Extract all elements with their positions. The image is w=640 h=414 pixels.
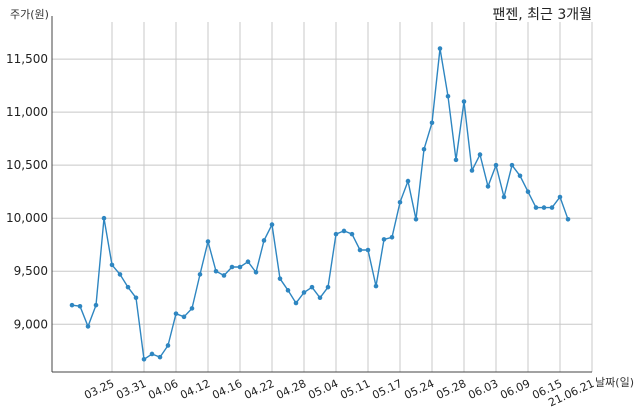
data-point [461, 99, 467, 104]
x-tick-label: 05.11 [338, 377, 372, 402]
y-tick-label: 11,500 [6, 52, 48, 66]
data-point [413, 216, 419, 222]
data-point [125, 284, 131, 290]
x-tick-label: 06.03 [466, 377, 500, 402]
x-tick-label: 05.28 [434, 377, 468, 402]
data-point [133, 295, 139, 301]
data-point [141, 356, 147, 362]
data-point [541, 205, 547, 210]
x-tick-label: 04.28 [274, 377, 308, 402]
x-tick-label: 04.16 [210, 377, 244, 402]
data-point [421, 146, 427, 152]
y-axis-label: 주가(원) [10, 8, 49, 21]
data-point [397, 200, 403, 205]
series-points [69, 46, 571, 362]
data-point [381, 237, 387, 242]
data-point [253, 270, 259, 275]
data-point [469, 168, 475, 173]
data-point [309, 284, 315, 290]
x-tick-label: 05.17 [370, 377, 404, 402]
data-point [501, 194, 507, 200]
data-point [301, 290, 307, 295]
data-point [229, 264, 235, 270]
data-point [437, 46, 443, 51]
data-point [533, 205, 539, 210]
data-point [221, 273, 227, 278]
data-point [485, 184, 491, 189]
data-point [173, 311, 179, 316]
data-point [261, 238, 267, 243]
data-point [565, 216, 571, 222]
data-point [429, 120, 435, 126]
data-point [101, 215, 107, 221]
x-tick-labels: 03.2503.3104.0604.1204.1604.2204.2805.04… [82, 377, 596, 409]
data-point [549, 205, 555, 210]
data-point [333, 231, 339, 237]
data-point [149, 351, 155, 357]
data-point [197, 272, 203, 277]
x-tick-label: 03.25 [82, 377, 116, 402]
data-point [85, 324, 91, 329]
data-point [517, 173, 523, 179]
axes [51, 16, 592, 373]
grid-lines [52, 22, 593, 372]
x-tick-label: 03.31 [114, 377, 148, 402]
data-point [349, 231, 355, 237]
data-point [285, 288, 291, 293]
series-line [71, 48, 569, 361]
data-point [165, 343, 171, 348]
data-point [317, 295, 323, 301]
data-point [389, 235, 395, 240]
data-point [269, 222, 275, 227]
data-point [325, 284, 331, 290]
data-point [205, 239, 211, 244]
y-tick-label: 9,000 [14, 317, 48, 331]
data-point [493, 162, 499, 168]
y-tick-label: 10,000 [6, 211, 48, 225]
data-point [277, 276, 283, 281]
data-point [213, 268, 219, 274]
data-point [357, 247, 363, 253]
data-point [557, 194, 563, 200]
data-point [509, 162, 515, 168]
data-point [245, 259, 251, 264]
y-tick-labels: 9,000 9,500 10,000 10,500 11,000 11,500 [6, 52, 48, 331]
data-point [373, 283, 379, 289]
data-point [157, 354, 163, 360]
data-point [93, 302, 99, 308]
y-tick-label: 9,500 [14, 264, 48, 278]
data-point [189, 306, 195, 311]
x-axis-label: 날짜(일) [595, 376, 634, 389]
x-tick-label: 04.12 [178, 377, 212, 402]
data-point [109, 262, 115, 268]
data-point [341, 228, 347, 234]
data-point [365, 247, 371, 253]
data-point [445, 93, 451, 99]
data-point [293, 300, 299, 306]
y-tick-label: 10,500 [6, 158, 48, 172]
data-point [453, 157, 459, 163]
x-tick-label: 04.06 [146, 377, 180, 402]
data-point [477, 152, 483, 157]
y-tick-label: 11,000 [6, 105, 48, 119]
x-tick-label: 05.04 [306, 377, 340, 402]
data-point [525, 189, 531, 194]
x-tick-label: 04.22 [242, 377, 276, 402]
x-tick-label: 06.09 [498, 377, 532, 402]
data-point [69, 302, 75, 308]
data-point [77, 303, 83, 309]
data-point [405, 178, 411, 184]
data-point [181, 314, 187, 320]
chart-title: 팬젠, 최근 3개월 [492, 7, 592, 23]
data-point [237, 264, 243, 270]
data-point [117, 272, 123, 277]
x-tick-label: 05.24 [402, 377, 436, 402]
